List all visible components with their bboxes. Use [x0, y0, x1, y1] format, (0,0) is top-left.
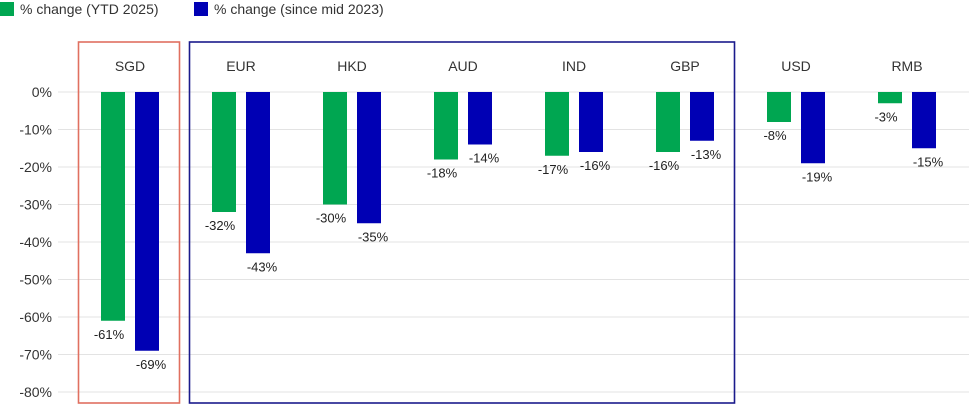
category-label-ind: IND [562, 58, 586, 74]
bar-usd-series-2 [801, 92, 825, 164]
category-label-usd: USD [781, 58, 811, 74]
data-label-rmb-series-1: -3% [874, 109, 898, 124]
y-tick-label-70: -70% [19, 347, 52, 363]
y-tick-label-10: -10% [19, 122, 52, 138]
data-label-usd-series-1: -8% [763, 128, 787, 143]
bar-eur-series-2 [246, 92, 270, 254]
legend: % change (YTD 2025) % change (since mid … [0, 1, 384, 17]
data-label-sgd-series-2: -69% [136, 357, 167, 372]
bars [101, 92, 936, 351]
data-label-sgd-series-1: -61% [94, 327, 125, 342]
data-label-hkd-series-2: -35% [358, 229, 389, 244]
data-labels: -61% -32% -30% -18% -17% -16% -8% -3% -69% -43% -3… [94, 109, 944, 372]
bar-hkd-series-2 [357, 92, 381, 224]
data-label-rmb-series-2: -15% [913, 154, 944, 169]
legend-label-since-mid-2023: % change (since mid 2023) [214, 1, 384, 17]
y-tick-label-80: -80% [19, 384, 52, 400]
category-label-hkd: HKD [337, 58, 367, 74]
bar-sgd-series-2 [135, 92, 159, 351]
highlight-box-2 [188, 41, 736, 404]
data-label-hkd-series-1: -30% [316, 211, 347, 226]
bar-gbp-series-1 [656, 92, 680, 152]
bar-rmb-series-2 [912, 92, 936, 149]
legend-label-ytd-2025: % change (YTD 2025) [20, 1, 159, 17]
bar-usd-series-1 [767, 92, 791, 122]
y-tick-label-30: -30% [19, 197, 52, 213]
highlight-box-1 [77, 41, 181, 404]
data-label-eur-series-2: -43% [247, 259, 278, 274]
y-tick-label-20: -20% [19, 159, 52, 175]
legend-swatch-ytd-2025 [0, 2, 14, 16]
data-label-gbp-series-2: -13% [691, 147, 722, 162]
category-label-sgd: SGD [115, 58, 145, 74]
bar-ind-series-1 [545, 92, 569, 156]
category-labels: SGD EUR HKD AUD IND GBP USD RMB [115, 58, 923, 74]
y-tick-label-60: -60% [19, 309, 52, 325]
bar-aud-series-1 [434, 92, 458, 160]
bar-hkd-series-1 [323, 92, 347, 205]
data-label-ind-series-2: -16% [580, 158, 611, 173]
bar-sgd-series-1 [101, 92, 125, 321]
highlight-boxes [77, 41, 736, 404]
bar-gbp-series-2 [690, 92, 714, 141]
legend-swatch-since-mid-2023 [194, 2, 208, 16]
bar-aud-series-2 [468, 92, 492, 145]
y-axis-tick-labels: 0% -10% -20% -30% -40% -50% -60% -70% -80% [19, 84, 52, 400]
category-label-rmb: RMB [891, 58, 922, 74]
data-label-aud-series-1: -18% [427, 166, 458, 181]
y-tick-label-50: -50% [19, 272, 52, 288]
bar-rmb-series-1 [878, 92, 902, 104]
y-tick-label-0: 0% [32, 84, 52, 100]
category-label-aud: AUD [448, 58, 478, 74]
category-label-gbp: GBP [670, 58, 700, 74]
data-label-aud-series-2: -14% [469, 151, 500, 166]
data-label-gbp-series-1: -16% [649, 158, 680, 173]
gridlines [58, 91, 969, 393]
data-label-eur-series-1: -32% [205, 218, 236, 233]
bar-ind-series-2 [579, 92, 603, 152]
y-tick-label-40: -40% [19, 234, 52, 250]
category-label-eur: EUR [226, 58, 256, 74]
bar-eur-series-1 [212, 92, 236, 212]
data-label-usd-series-2: -19% [802, 169, 833, 184]
data-label-ind-series-1: -17% [538, 162, 569, 177]
